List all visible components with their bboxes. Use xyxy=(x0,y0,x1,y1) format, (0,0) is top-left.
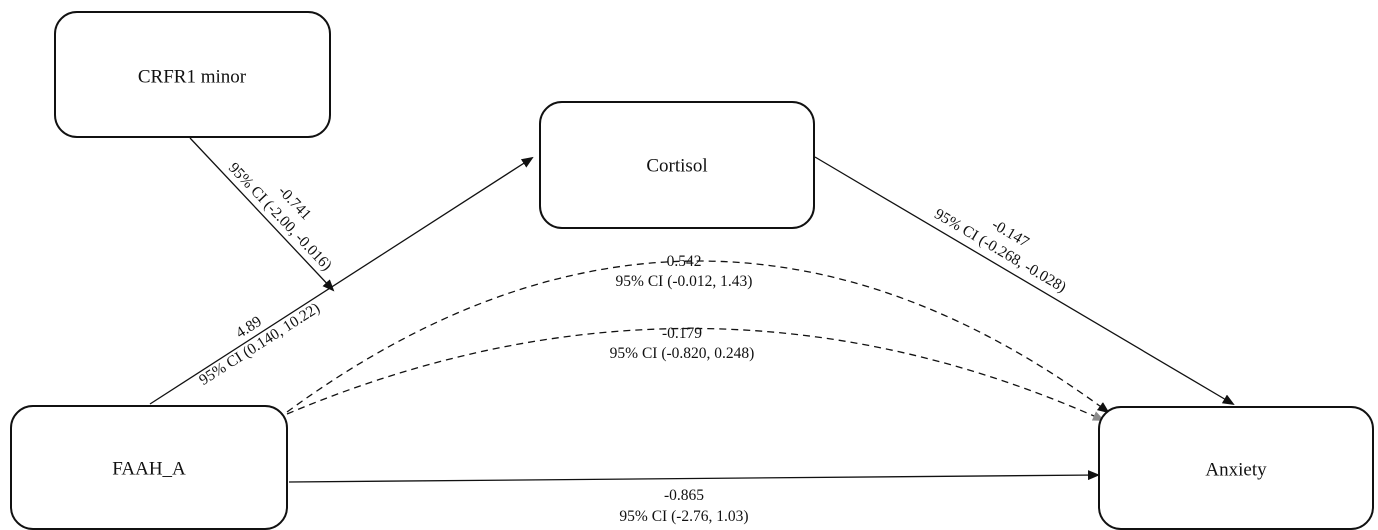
node-label-anxiety: Anxiety xyxy=(1205,459,1267,480)
node-label-cortisol: Cortisol xyxy=(646,155,707,176)
label-crfr1-ci: 95% CI (-2.00, -0.016) xyxy=(225,159,335,274)
edge-indirect-black-dashed xyxy=(286,260,1110,414)
edge-cortisol-anxiety xyxy=(814,156,1235,406)
edge-crfr1-moderation xyxy=(189,137,335,292)
edge-indirect-gray-dashed xyxy=(286,327,1105,421)
label-indirect-gray-coef: -0.179 xyxy=(662,325,702,342)
label-direct-ci: 95% CI (-2.76, 1.03) xyxy=(619,508,748,525)
node-faah-a: FAAH_A xyxy=(10,405,288,530)
edge-faah-cortisol xyxy=(149,156,534,405)
label-indirect-gray-ci: 95% CI (-0.820, 0.248) xyxy=(610,345,755,362)
node-anxiety: Anxiety xyxy=(1098,406,1374,530)
node-crfr1-minor: CRFR1 minor xyxy=(54,11,331,138)
edge-direct-faah-anxiety xyxy=(288,470,1100,483)
node-label-crfr1: CRFR1 minor xyxy=(138,66,247,87)
label-faah-cortisol-ci: 95% CI (0.140, 10.22) xyxy=(196,300,323,389)
node-cortisol: Cortisol xyxy=(539,101,815,229)
node-label-faah: FAAH_A xyxy=(112,458,186,479)
label-indirect-black-coef: 0.542 xyxy=(667,253,702,270)
label-indirect-black-ci: 95% CI (-0.012, 1.43) xyxy=(616,273,753,290)
label-direct-coef: -0.865 xyxy=(664,487,704,504)
